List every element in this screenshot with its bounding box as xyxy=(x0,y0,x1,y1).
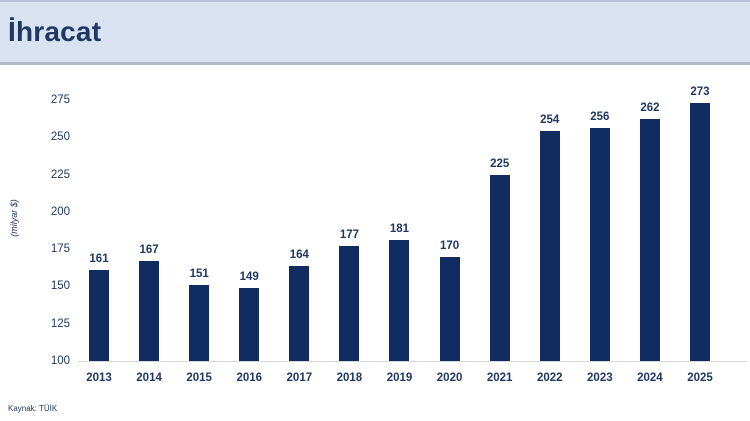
bar xyxy=(189,284,210,361)
x-tick-label: 2019 xyxy=(386,372,413,384)
bar xyxy=(139,261,160,361)
x-tick-label: 2024 xyxy=(637,372,663,384)
x-tick-label: 2025 xyxy=(687,372,713,384)
x-tick-label: 2014 xyxy=(136,372,162,384)
source-note: Kaynak: TÜİK xyxy=(8,404,58,413)
page-title: İhracat xyxy=(8,16,102,47)
y-tick-label: 250 xyxy=(50,131,70,144)
bar-value-label: 262 xyxy=(640,102,660,115)
bar xyxy=(489,174,510,361)
x-axis-line xyxy=(78,361,747,362)
x-tick-label: 2015 xyxy=(186,372,212,384)
y-tick-label: 100 xyxy=(50,355,70,367)
y-axis-title: (milyar $) xyxy=(9,199,19,237)
bar-value-label: 151 xyxy=(189,267,209,280)
x-tick-label: 2021 xyxy=(486,372,513,384)
x-tick-label: 2022 xyxy=(536,372,563,384)
header: İhracat xyxy=(0,0,750,65)
y-tick-label: 225 xyxy=(50,168,70,181)
bar xyxy=(339,246,360,361)
x-tick-label: 2017 xyxy=(286,372,313,384)
y-tick-label: 275 xyxy=(50,94,70,106)
bar-value-label: 273 xyxy=(690,85,710,98)
bar xyxy=(689,102,710,361)
x-tick-label: 2023 xyxy=(587,372,613,384)
bar-value-label: 170 xyxy=(439,239,460,252)
bar xyxy=(289,265,310,361)
bar-value-label: 164 xyxy=(289,248,309,261)
bar-value-label: 256 xyxy=(590,111,610,124)
x-tick-label: 2013 xyxy=(86,372,112,384)
bar xyxy=(89,270,109,361)
bar-value-label: 177 xyxy=(339,229,359,242)
bar xyxy=(539,131,560,361)
bar-value-label: 254 xyxy=(540,114,560,127)
x-tick-label: 2016 xyxy=(236,372,263,384)
bar xyxy=(239,287,260,361)
bar xyxy=(639,119,660,361)
x-tick-label: 2018 xyxy=(336,372,363,384)
bar xyxy=(389,240,410,361)
bar-value-label: 167 xyxy=(139,244,159,257)
bar-value-label: 149 xyxy=(239,270,259,283)
y-tick-label: 125 xyxy=(50,317,70,330)
y-tick-label: 175 xyxy=(50,243,70,256)
bar-chart: (milyar $) 275 250 225 200 175 150 125 100 161 20… xyxy=(0,68,750,421)
x-tick-label: 2020 xyxy=(436,372,463,384)
bar xyxy=(589,128,610,361)
bar xyxy=(439,256,460,361)
bar-value-label: 181 xyxy=(389,223,410,236)
y-tick-label: 200 xyxy=(50,205,70,218)
bar-value-label: 225 xyxy=(490,157,510,170)
bar-value-label: 161 xyxy=(89,253,109,266)
y-tick-label: 150 xyxy=(50,280,70,293)
